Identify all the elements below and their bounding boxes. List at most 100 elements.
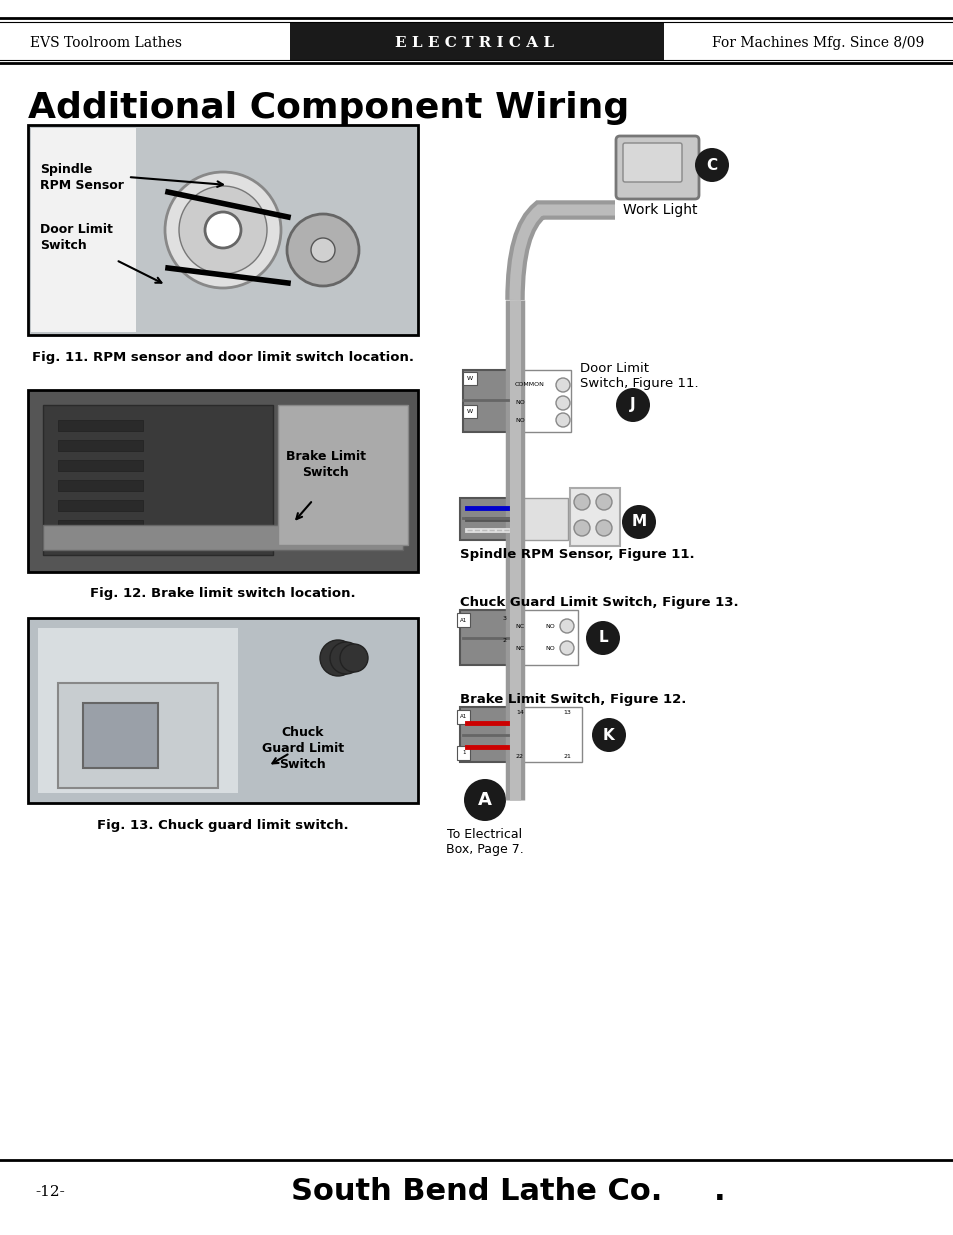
Bar xyxy=(28,618,417,803)
Text: C: C xyxy=(706,158,717,173)
Text: 3: 3 xyxy=(502,615,506,620)
Text: NO: NO xyxy=(544,646,554,651)
Text: 21: 21 xyxy=(562,755,570,760)
Bar xyxy=(510,498,567,540)
Text: 2: 2 xyxy=(502,637,506,642)
Bar xyxy=(28,125,417,335)
Text: Brake Limit
Switch: Brake Limit Switch xyxy=(286,450,366,479)
Bar xyxy=(83,703,158,768)
Bar xyxy=(510,706,581,762)
Text: Fig. 12. Brake limit switch location.: Fig. 12. Brake limit switch location. xyxy=(91,588,355,600)
Text: 22: 22 xyxy=(516,755,523,760)
Bar xyxy=(569,488,619,546)
Text: 1: 1 xyxy=(462,751,465,756)
Text: To Electrical
Box, Page 7.: To Electrical Box, Page 7. xyxy=(446,827,523,856)
Text: NC: NC xyxy=(515,624,523,629)
Text: South Bend Lathe Co.: South Bend Lathe Co. xyxy=(291,1177,662,1207)
Bar xyxy=(58,500,143,511)
Bar xyxy=(456,746,470,760)
Text: Work Light: Work Light xyxy=(622,203,697,217)
Bar xyxy=(58,520,143,531)
Text: W: W xyxy=(466,409,473,414)
Bar xyxy=(38,629,237,793)
Text: 13: 13 xyxy=(562,710,570,715)
Text: NO: NO xyxy=(544,624,554,629)
Text: Door Limit
Switch, Figure 11.: Door Limit Switch, Figure 11. xyxy=(579,362,698,390)
Circle shape xyxy=(165,172,281,288)
FancyBboxPatch shape xyxy=(622,143,681,182)
Circle shape xyxy=(559,641,574,655)
Text: NO: NO xyxy=(515,417,524,422)
Circle shape xyxy=(339,643,368,672)
Text: Spindle
RPM Sensor: Spindle RPM Sensor xyxy=(40,163,124,191)
Bar xyxy=(43,525,402,550)
Circle shape xyxy=(616,388,649,422)
Circle shape xyxy=(559,619,574,634)
Bar xyxy=(30,128,136,332)
Circle shape xyxy=(695,148,728,182)
Circle shape xyxy=(556,396,569,410)
FancyBboxPatch shape xyxy=(616,136,699,199)
Text: M: M xyxy=(631,515,646,530)
Text: COMMON: COMMON xyxy=(515,383,544,388)
Circle shape xyxy=(574,520,589,536)
Bar xyxy=(58,440,143,451)
Bar xyxy=(510,610,578,664)
Text: A: A xyxy=(477,790,492,809)
Bar xyxy=(462,370,511,432)
Bar xyxy=(58,480,143,492)
Bar xyxy=(462,405,476,417)
Text: NC: NC xyxy=(515,646,523,651)
Text: J: J xyxy=(630,398,635,412)
Text: Brake Limit Switch, Figure 12.: Brake Limit Switch, Figure 12. xyxy=(459,693,685,706)
Circle shape xyxy=(574,494,589,510)
Bar xyxy=(58,420,143,431)
Bar xyxy=(456,710,470,724)
Circle shape xyxy=(592,718,625,752)
Circle shape xyxy=(311,238,335,262)
Circle shape xyxy=(556,378,569,391)
Bar xyxy=(456,613,470,627)
Text: W: W xyxy=(466,375,473,382)
Text: A1: A1 xyxy=(460,715,467,720)
Bar xyxy=(459,706,510,762)
FancyBboxPatch shape xyxy=(290,22,663,61)
Bar xyxy=(277,405,408,545)
Text: E L E C T R I C A L: E L E C T R I C A L xyxy=(395,36,554,49)
Bar xyxy=(462,372,476,385)
Circle shape xyxy=(585,621,619,655)
Circle shape xyxy=(179,186,267,274)
Text: For Machines Mfg. Since 8/09: For Machines Mfg. Since 8/09 xyxy=(711,36,923,49)
Bar xyxy=(43,405,273,555)
Circle shape xyxy=(596,520,612,536)
Bar xyxy=(459,498,510,540)
Circle shape xyxy=(596,494,612,510)
Circle shape xyxy=(621,505,656,538)
Circle shape xyxy=(205,212,241,248)
Text: Chuck
Guard Limit
Switch: Chuck Guard Limit Switch xyxy=(262,726,344,771)
Circle shape xyxy=(463,779,505,821)
Text: Additional Component Wiring: Additional Component Wiring xyxy=(28,91,629,125)
Circle shape xyxy=(330,642,361,674)
Circle shape xyxy=(287,214,358,287)
Bar xyxy=(28,390,417,572)
Circle shape xyxy=(319,640,355,676)
Text: 14: 14 xyxy=(516,710,523,715)
Text: NO: NO xyxy=(515,400,524,405)
Text: Chuck Guard Limit Switch, Figure 13.: Chuck Guard Limit Switch, Figure 13. xyxy=(459,597,738,609)
Text: Door Limit
Switch: Door Limit Switch xyxy=(40,224,112,252)
Text: Fig. 13. Chuck guard limit switch.: Fig. 13. Chuck guard limit switch. xyxy=(97,819,349,831)
Text: Fig. 11. RPM sensor and door limit switch location.: Fig. 11. RPM sensor and door limit switc… xyxy=(32,351,414,363)
Bar xyxy=(511,370,571,432)
Circle shape xyxy=(556,412,569,427)
Text: A1: A1 xyxy=(460,618,467,622)
Text: K: K xyxy=(602,727,615,742)
Text: EVS Toolroom Lathes: EVS Toolroom Lathes xyxy=(30,36,182,49)
Text: L: L xyxy=(598,631,607,646)
Bar xyxy=(58,459,143,471)
Text: -12-: -12- xyxy=(35,1186,65,1199)
Text: Spindle RPM Sensor, Figure 11.: Spindle RPM Sensor, Figure 11. xyxy=(459,548,694,561)
Text: .: . xyxy=(714,1177,725,1207)
Bar xyxy=(58,683,218,788)
Bar xyxy=(459,610,510,664)
